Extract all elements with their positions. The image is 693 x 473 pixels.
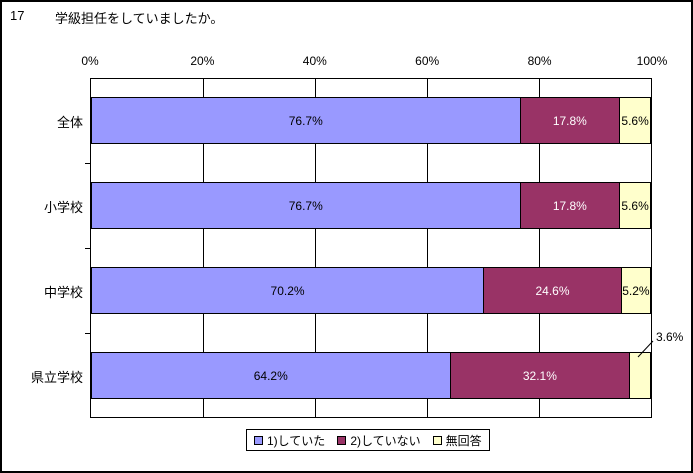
legend-item: 1)していた [254,432,325,449]
bar-segment: 24.6% [484,267,622,314]
bar-segment: 5.2% [621,267,651,314]
category-label: 中学校 [43,284,83,300]
x-tick-label: 40% [302,54,327,68]
bar-segment: 5.6% [620,97,651,144]
x-tick-label: 80% [527,54,552,68]
legend-label: 1)していた [267,433,326,448]
legend-label: 無回答 [445,433,482,448]
x-tick-label: 60% [415,54,440,68]
chart-title: 学級担任をしていましたか。 [55,11,224,26]
bar-segment: 17.8% [520,97,621,144]
bar-segment: 5.6% [620,182,651,229]
legend-item: 無回答 [432,432,482,449]
y-axis-tick [85,163,91,164]
bar-row-3: 64.2% 32.1% [91,352,651,399]
data-label: 17.8% [552,113,587,128]
callout-label: 3.6% [656,330,684,344]
y-axis-tick [85,333,91,334]
gridline-40 [315,79,316,417]
bar-segment [630,352,651,399]
data-label: 24.6% [535,283,570,298]
bar-row-2: 70.2% 24.6% 5.2% [91,267,651,314]
legend-swatch-icon [432,435,442,445]
data-label: 5.6% [621,198,649,213]
gridline-60 [427,79,428,417]
gridline-80 [539,79,540,417]
data-label: 5.6% [621,113,649,128]
bar-segment: 70.2% [91,267,485,314]
bar-segment: 76.7% [91,182,521,229]
data-label: 17.8% [552,198,587,213]
legend-swatch-icon [254,435,263,445]
x-tick-label: 0% [81,54,99,68]
bar-segment: 17.8% [520,182,621,229]
bar-row-1: 76.7% 17.8% 5.6% [91,182,651,229]
bar-segment: 76.7% [91,97,521,144]
gridline-20 [203,79,204,417]
data-label: 32.1% [522,368,557,383]
data-label: 76.7% [288,198,323,213]
legend-label: 2)していない [350,433,421,448]
bar-segment: 32.1% [450,352,631,399]
data-label: 5.2% [622,283,650,298]
data-label: 64.2% [253,368,288,383]
legend-swatch-icon [337,435,347,445]
question-number: 17 [10,8,25,23]
data-label: 76.7% [288,113,323,128]
data-label: 70.2% [270,283,305,298]
legend: 1)していた 2)していない 無回答 [246,429,490,451]
bar-row-0: 76.7% 17.8% 5.6% [91,97,651,144]
category-label: 小学校 [43,199,83,215]
category-label: 県立学校 [30,369,83,385]
category-label: 全体 [56,114,83,130]
x-tick-label: 20% [190,54,215,68]
bar-segment: 64.2% [91,352,451,399]
x-tick-label: 100% [636,54,668,68]
plot-area: 76.7% 17.8% 5.6% 76.7% 17.8% 5.6% 70.2% 24.6% 5.… [85,78,652,418]
legend-item: 2)していない [337,432,421,449]
y-axis-tick [85,248,91,249]
